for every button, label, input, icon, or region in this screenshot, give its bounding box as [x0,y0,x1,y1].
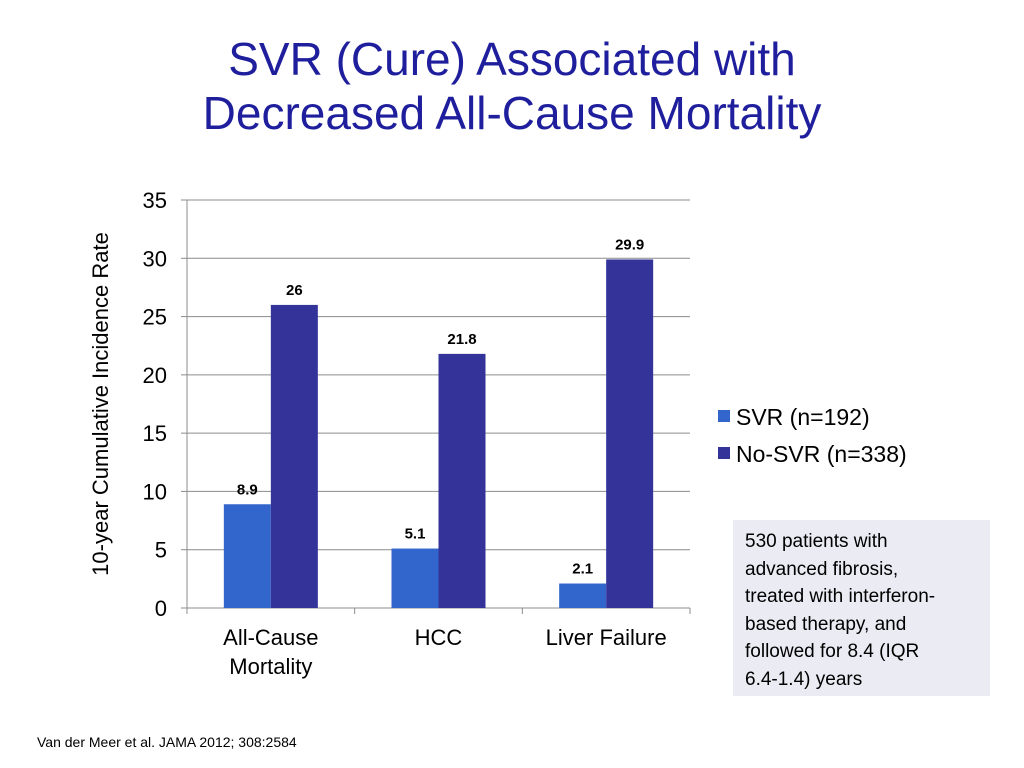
note-line: based therapy, and [745,613,907,635]
note-line: treated with interferon- [745,586,936,607]
bar-svr [223,504,271,608]
bar-svr [391,548,439,608]
note-line: followed for 8.4 (IQR [745,641,920,662]
data-label: 5.1 [405,526,426,543]
y-tick-label: 10 [143,479,167,504]
note-line: advanced fibrosis, [745,558,899,580]
y-axis-label: 10-year Cumulative Incidence Rate [88,232,113,576]
y-tick-label: 35 [143,188,167,213]
note-line: 6.4-1.4) years [745,668,863,690]
x-category-label: Liver Failure [546,625,667,650]
data-label: 26 [286,282,303,299]
y-tick-label: 25 [143,305,167,330]
y-tick-label: 20 [143,363,167,388]
legend-label: SVR (n=192) [736,404,870,430]
slide-title: SVR (Cure) Associated with Decreased All… [0,32,1024,140]
legend-label: No-SVR (n=338) [736,441,907,467]
study-note-box: 530 patients with advanced fibrosis, tre… [733,520,990,696]
x-category-label: HCC [415,625,463,650]
note-line: 530 patients with [745,531,888,552]
bar-no-svr [438,353,486,608]
data-label: 8.9 [237,481,258,498]
bar-no-svr [270,304,318,608]
bar-svr [559,583,607,608]
title-line-2: Decreased All-Cause Mortality [202,87,822,139]
x-category-label-line: Liver Failure [546,625,667,650]
x-category-label-line: HCC [415,625,463,650]
data-label: 2.1 [572,561,593,578]
y-tick-label: 5 [155,538,167,563]
x-category-label: All-Cause Mortality [223,625,318,679]
bar-no-svr [606,259,654,608]
y-tick-label: 15 [143,421,167,446]
data-label: 29.9 [615,236,644,253]
title-line-1: SVR (Cure) Associated with [228,33,796,85]
citation: Van der Meer et al. JAMA 2012; 308:2584 [37,734,297,750]
legend-swatch [718,447,730,459]
x-category-label-line: Mortality [229,654,312,679]
legend-swatch [718,410,730,422]
y-tick-label: 0 [155,596,167,621]
x-category-label-line: All-Cause [223,625,318,650]
y-tick-label: 30 [143,246,167,271]
data-label: 21.8 [447,331,476,348]
